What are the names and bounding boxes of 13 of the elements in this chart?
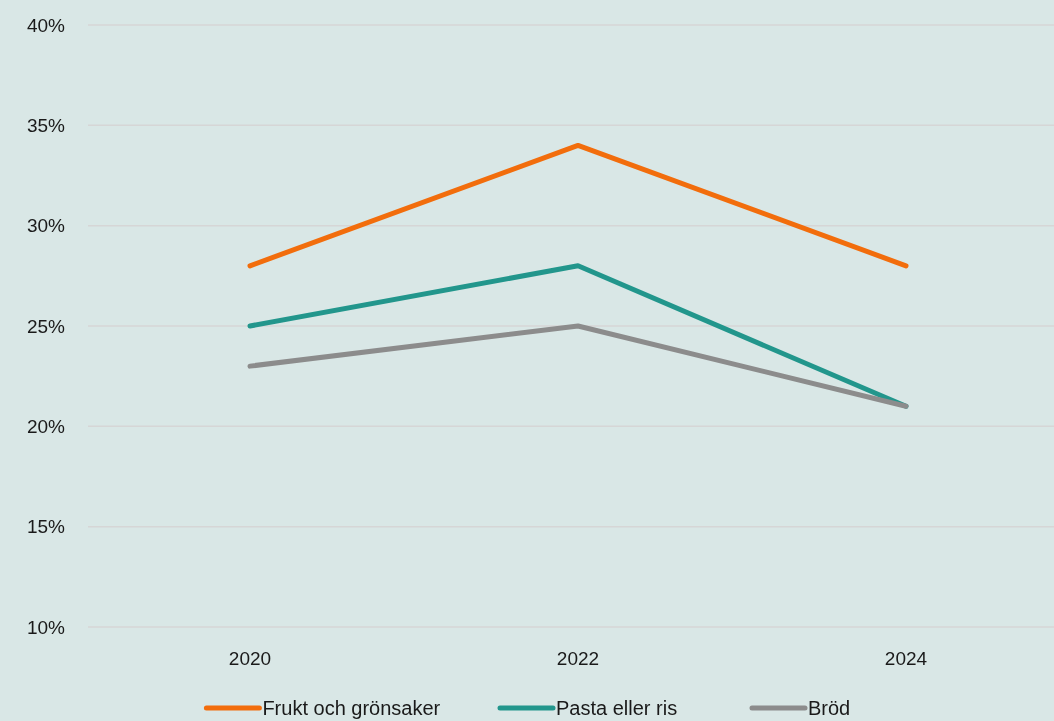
y-tick-label: 40%: [26, 14, 66, 36]
y-tick-label: 30%: [26, 215, 66, 237]
legend-label: Frukt och grönsaker: [262, 697, 441, 719]
legend-label: Pasta eller ris: [556, 697, 678, 719]
y-tick-label: 25%: [26, 315, 66, 337]
x-tick-label: 2020: [228, 648, 272, 669]
y-tick-label: 10%: [26, 616, 66, 638]
x-tick-label: 2024: [884, 648, 928, 669]
y-tick-label: 20%: [26, 415, 66, 437]
y-tick-label: 35%: [26, 114, 66, 136]
legend-label: Bröd: [808, 697, 851, 719]
x-tick-label: 2022: [556, 648, 600, 669]
y-tick-label: 15%: [26, 516, 66, 538]
